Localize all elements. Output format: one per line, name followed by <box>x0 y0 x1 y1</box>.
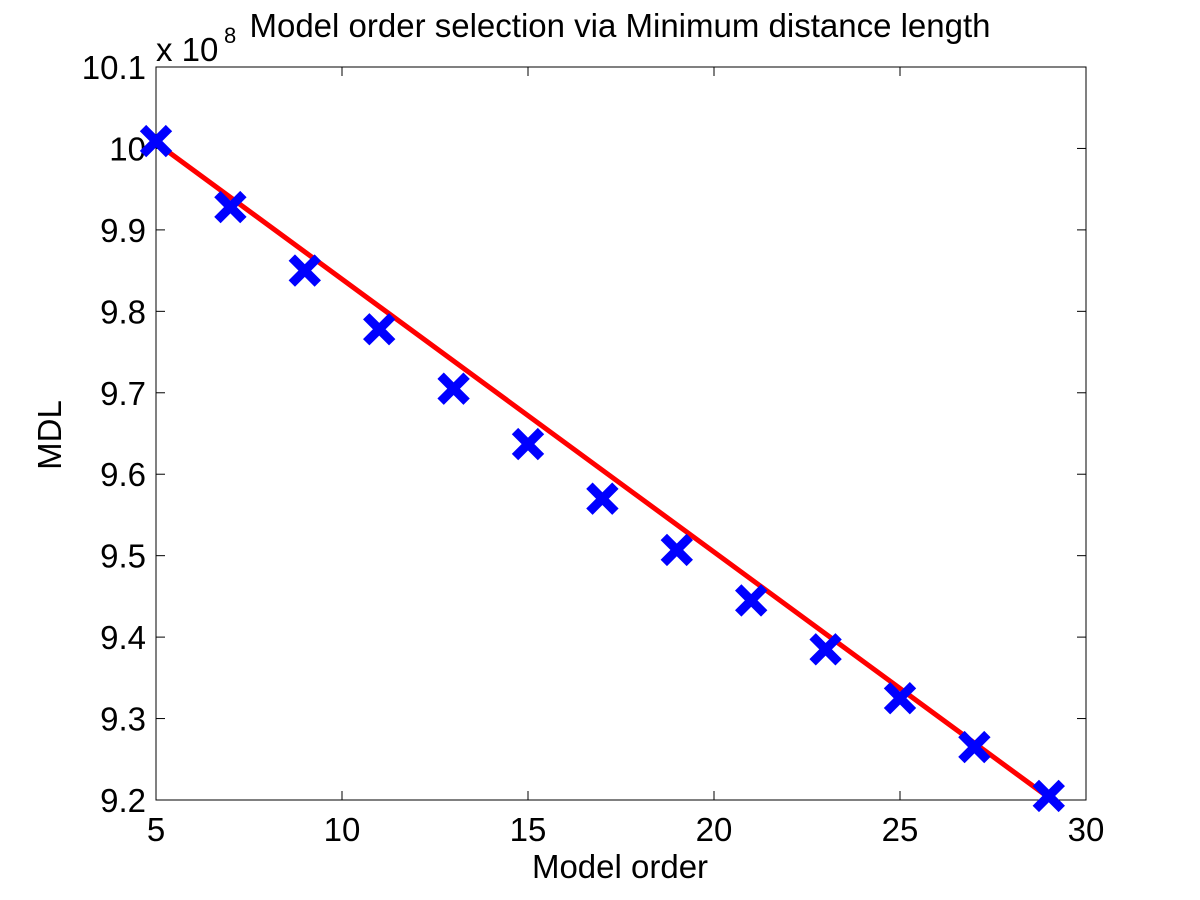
data-point-marker <box>809 633 842 666</box>
y-tick-label: 9.9 <box>100 212 146 249</box>
x-tick-label: 20 <box>696 811 733 848</box>
y-tick-label: 9.5 <box>100 538 146 575</box>
chart-title: Model order selection via Minimum distan… <box>249 7 990 44</box>
y-tick-label: 9.8 <box>100 293 146 330</box>
y-exponent-label: x 10 <box>156 31 218 68</box>
data-point-marker <box>1032 779 1065 813</box>
y-tick-label: 10 <box>109 130 146 167</box>
x-tick-label: 15 <box>510 811 547 848</box>
data-point-marker <box>139 124 173 158</box>
data-point-marker <box>660 533 693 567</box>
data-point-marker <box>288 254 321 287</box>
y-tick-label: 9.3 <box>100 701 146 738</box>
data-point-marker <box>511 427 545 461</box>
data-point-marker <box>363 313 396 346</box>
x-tick-label: 30 <box>1068 811 1105 848</box>
y-tick-label: 9.6 <box>100 456 146 493</box>
x-tick-label: 25 <box>882 811 919 848</box>
ticks: 5 10 15 20 25 30 9.2 9.3 9.4 9.5 9.6 9.7 9.8 9.9 10 10.… <box>82 49 1105 848</box>
fit-line <box>153 140 1052 801</box>
labels: Model order selection via Minimum distan… <box>31 7 991 885</box>
marker-layer <box>139 124 1065 813</box>
y-tick-label: 9.2 <box>100 782 146 819</box>
y-tick-label: 9.7 <box>100 375 146 412</box>
x-tick-label: 10 <box>324 811 361 848</box>
plot-area <box>155 66 1087 801</box>
y-tick-label: 10.1 <box>82 49 146 86</box>
data-point-marker <box>735 584 768 617</box>
data-point-marker <box>586 482 619 515</box>
y-exponent-power: 8 <box>224 23 236 48</box>
fit-line-layer <box>153 140 1052 801</box>
x-axis-label: Model order <box>532 848 708 885</box>
y-axis-label: MDL <box>31 400 68 470</box>
y-tick-label: 9.4 <box>100 619 146 656</box>
data-point-marker <box>214 190 247 224</box>
data-point-marker <box>958 730 991 764</box>
data-point-marker <box>437 372 470 405</box>
data-point-marker <box>883 682 917 715</box>
x-tick-label: 5 <box>147 811 165 848</box>
